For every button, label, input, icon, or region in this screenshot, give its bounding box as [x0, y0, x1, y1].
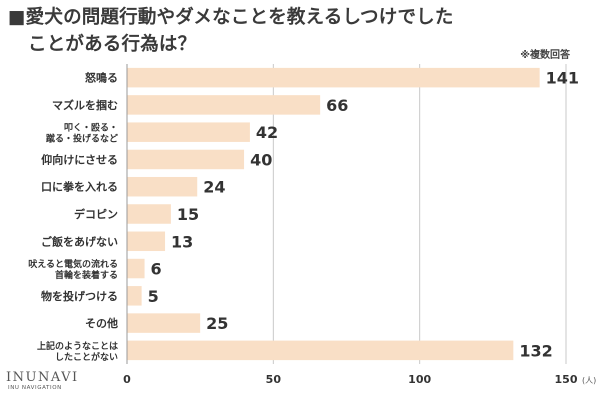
value-label-5: 15: [177, 205, 199, 224]
title-line-1: ■愛犬の問題行動やダメなことを教えるしつけでした: [8, 7, 454, 28]
value-label-4: 24: [203, 178, 225, 197]
bar-4: [127, 176, 198, 197]
bar-9: [127, 313, 201, 333]
category-label-0: 怒鳴る: [85, 71, 118, 85]
bar-1: [127, 95, 321, 115]
category-label-2-line-0: 叩く・殴る・: [64, 123, 118, 134]
category-label-2-line-1: 蹴る・投げるなど: [46, 133, 118, 145]
category-label-9: その他: [85, 316, 118, 330]
x-tick-label-150: 150: [555, 373, 578, 386]
value-label-1: 66: [326, 96, 348, 115]
bar-5: [127, 204, 171, 224]
category-label-4: 口に拳を入れる: [41, 180, 118, 194]
value-label-7: 6: [151, 260, 162, 279]
category-label-6: ご飯をあげない: [41, 234, 118, 248]
bar-7: [127, 258, 145, 279]
category-label-8: 物を投げつける: [41, 289, 118, 303]
bar-8: [127, 286, 142, 306]
value-label-9: 25: [206, 314, 228, 333]
x-tick-label-50: 50: [266, 373, 282, 386]
multiple-answers-note: ※複数回答: [520, 50, 570, 61]
value-label-2: 42: [256, 123, 278, 142]
value-label-6: 13: [171, 232, 193, 251]
value-label-3: 40: [250, 150, 272, 169]
bar-2: [127, 122, 250, 142]
value-label-10: 132: [519, 341, 552, 360]
title-line-2: ことがある行為は？: [28, 34, 197, 55]
x-tick-label-100: 100: [408, 373, 431, 386]
chart-title: ■愛犬の問題行動やダメなことを教えるしつけでした ことがある行為は？: [8, 4, 568, 58]
category-label-5: デコピン: [74, 207, 118, 221]
category-label-7-line-1: 首輪を装着する: [55, 269, 118, 281]
category-label-10-line-0: 上記のようなことは: [37, 340, 118, 352]
bar-0: [127, 67, 540, 88]
bar-6: [127, 231, 166, 252]
brand-logo: INUNAVI INU NAVIGATION: [6, 370, 79, 391]
category-label-1: マズルを掴む: [52, 98, 118, 112]
value-label-8: 5: [148, 287, 159, 306]
x-tick-label-0: 0: [123, 373, 131, 386]
category-label-7-line-0: 吠えると電気の流れる: [28, 258, 118, 270]
category-label-3: 仰向けにさせる: [41, 152, 118, 166]
x-axis-unit: (人): [582, 376, 596, 385]
bar-10: [127, 340, 514, 361]
category-label-10-line-1: したことがない: [55, 351, 118, 363]
value-label-0: 141: [546, 69, 579, 88]
logo-name: INUNAVI: [6, 370, 79, 385]
bar-3: [127, 149, 245, 170]
logo-tagline: INU NAVIGATION: [8, 385, 62, 391]
